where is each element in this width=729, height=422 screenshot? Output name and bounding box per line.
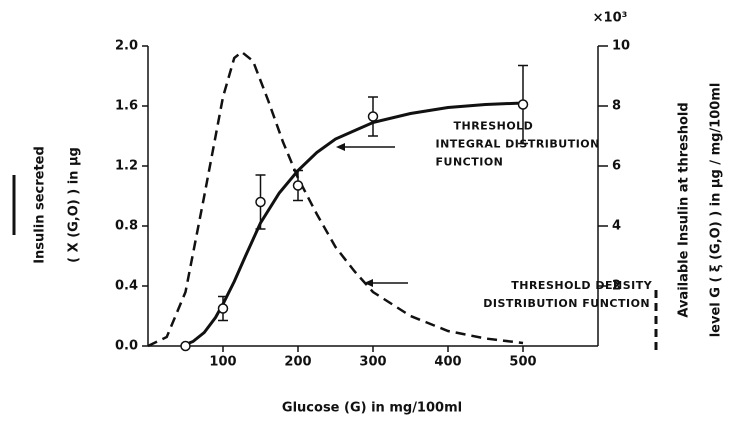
y2-axis-label: level G ( ξ (G,O) ) in μg / mg/100ml [709, 83, 724, 338]
annotation: INTEGRAL DISTRIBUTION [436, 138, 600, 151]
annotation: FUNCTION [436, 156, 504, 169]
data-point [367, 111, 379, 122]
y-tick-label: 0.8 [115, 219, 138, 234]
y2-tick-label: 8 [612, 99, 621, 114]
data-point [180, 340, 191, 352]
y2-tick-label: 4 [612, 219, 621, 234]
solid-curve [181, 101, 524, 348]
y2-multiplier: ×10³ [593, 11, 628, 26]
dashed-curve [147, 50, 524, 348]
y-tick-label: 1.2 [115, 159, 138, 174]
annotation: DISTRIBUTION FUNCTION [483, 297, 650, 310]
arrows [336, 143, 408, 287]
x-tick-label: 400 [434, 355, 461, 370]
y2-axis-label: Available Insulin at threshold [677, 102, 692, 317]
x-tick-label: 500 [509, 355, 536, 370]
data-point [292, 180, 304, 191]
y-tick-label: 1.6 [115, 99, 138, 114]
x-tick-label: 100 [209, 355, 236, 370]
annotation: THRESHOLD [454, 120, 534, 133]
y-tick-label: 0.4 [115, 279, 138, 294]
data-point [517, 99, 529, 110]
data-point [217, 303, 229, 314]
y2-tick-label: 2 [612, 279, 621, 294]
y2-tick-label: 6 [612, 159, 621, 174]
x-tick-label: 300 [359, 355, 386, 370]
annotation: THRESHOLD DENSITY [511, 279, 653, 292]
y2-tick-label: 10 [612, 39, 630, 54]
data-point [255, 196, 266, 208]
y-tick-label: 0.0 [115, 339, 138, 354]
y-axis-label: Insulin secreted [33, 146, 48, 264]
x-tick-label: 200 [284, 355, 311, 370]
y-tick-label: 2.0 [115, 39, 138, 54]
y-axis-label: ( X (G,O) ) in μg [67, 147, 82, 263]
x-axis-label: Glucose (G) in mg/100ml [282, 401, 462, 416]
